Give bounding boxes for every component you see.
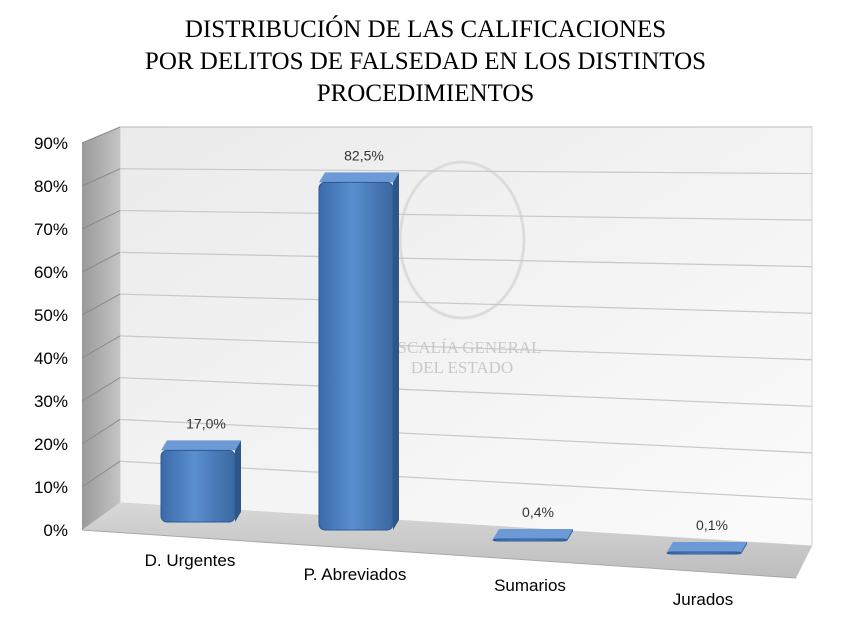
- gridline: [119, 168, 813, 175]
- gridline: [119, 209, 813, 221]
- y-tick-label: 60%: [34, 263, 68, 282]
- y-tick-label: 10%: [34, 478, 68, 497]
- category-label: Jurados: [673, 590, 733, 609]
- side-wall: [82, 127, 120, 530]
- bar: [666, 551, 742, 555]
- gridline-side: [81, 293, 121, 316]
- data-label: 17,0%: [186, 415, 226, 431]
- category-label: Sumarios: [494, 576, 566, 595]
- gridline: [119, 418, 813, 454]
- chart-title-line-1: DISTRIBUCIÓN DE LAS CALIFICACIONES: [184, 16, 667, 43]
- y-tick-label: 80%: [34, 177, 68, 196]
- bar: [492, 538, 568, 542]
- gridline-side: [81, 210, 121, 230]
- bars: 17,0% 82,5% 0,4% 0,1%: [160, 147, 747, 555]
- category-label: P. Abreviados: [304, 565, 407, 584]
- gridline-side: [81, 168, 121, 187]
- gridline: [119, 251, 813, 268]
- gridline: [119, 377, 813, 407]
- gridline-side: [81, 335, 121, 359]
- data-label: 82,5%: [344, 147, 384, 163]
- y-tick-label: 90%: [34, 134, 68, 153]
- bar: [318, 181, 394, 531]
- floor: [82, 503, 812, 578]
- chart-title-line-2: POR DELITOS DE FALSEDAD EN LOS DISTINTOS: [144, 48, 707, 75]
- chart-title-line-3: PROCEDIMIENTOS: [316, 80, 535, 107]
- x-axis-categories: D. Urgentes P. Abreviados Sumarios Jurados: [145, 551, 734, 609]
- bar-side: [235, 440, 241, 522]
- y-tick-label: 20%: [34, 435, 68, 454]
- gridline-side: [81, 126, 121, 144]
- y-tick-label: 50%: [34, 306, 68, 325]
- floor-edge: [81, 529, 797, 579]
- gridline-side: [81, 419, 121, 445]
- plot-background: [81, 126, 813, 579]
- bar-top: [493, 529, 573, 539]
- y-tick-label: 40%: [34, 349, 68, 368]
- bar-top: [667, 542, 747, 552]
- bar-side: [567, 529, 573, 541]
- chart-title: DISTRIBUCIÓN DE LAS CALIFICACIONES POR D…: [0, 14, 851, 110]
- gridline-side: [81, 251, 121, 273]
- bar-side: [393, 172, 399, 530]
- gridline: [119, 293, 813, 314]
- seal-shape: [398, 160, 526, 320]
- category-label: D. Urgentes: [145, 551, 236, 570]
- gridline: [119, 335, 813, 361]
- gridline-side: [81, 377, 121, 402]
- data-label: 0,4%: [522, 504, 554, 520]
- y-tick-label: 30%: [34, 392, 68, 411]
- bar-top: [319, 172, 399, 183]
- y-tick-label: 70%: [34, 220, 68, 239]
- y-tick-label: 0%: [43, 521, 68, 540]
- gridline-side: [81, 460, 121, 488]
- watermark-line-2: DEL ESTADO: [411, 358, 513, 377]
- bar: [160, 449, 236, 523]
- y-axis-ticks: 0% 10% 20% 30% 40% 50% 60% 70% 80% 90%: [34, 134, 68, 540]
- data-label: 0,1%: [696, 517, 728, 533]
- bar-side: [741, 542, 747, 554]
- bar-top: [161, 440, 241, 451]
